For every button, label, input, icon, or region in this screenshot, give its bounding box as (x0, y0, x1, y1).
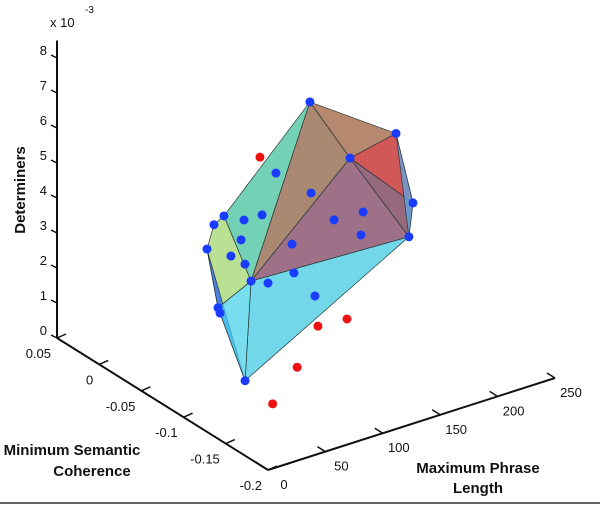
hull-vertex-point (404, 232, 414, 242)
data-points (202, 97, 418, 409)
inside-point (271, 168, 281, 178)
x-axis-title-line2: Length (453, 480, 503, 497)
outside-point (268, 399, 278, 409)
y-tick (56, 333, 67, 339)
z-exponent-label: x 10 (50, 15, 75, 30)
x-tick (489, 390, 498, 398)
hull-face (217, 280, 252, 381)
inside-point (310, 291, 320, 301)
outside-point (255, 152, 265, 162)
x-tick-label: 200 (503, 403, 525, 418)
z-tick-label: 6 (40, 113, 47, 128)
inside-point (287, 239, 297, 249)
hull-vertex-point (305, 97, 315, 107)
z-axis-title: Determiners (12, 146, 29, 234)
z-tick-label: 0 (40, 323, 47, 338)
y-tick (225, 438, 236, 445)
y-tick (141, 386, 151, 392)
x-axis-line (267, 377, 556, 471)
y-tick-label: -0.15 (190, 452, 220, 467)
x-tick (259, 464, 269, 471)
y-tick-label: -0.2 (240, 478, 262, 493)
y-tick (267, 465, 278, 471)
inside-point (306, 188, 316, 198)
hull-vertex-point (408, 198, 418, 208)
inside-point (358, 207, 368, 217)
inside-point (263, 278, 273, 288)
y-tick-label: -0.1 (155, 425, 177, 440)
outside-point (342, 314, 352, 324)
z-tick (50, 124, 58, 129)
inside-point (257, 210, 267, 220)
inside-point (289, 268, 299, 278)
x-tick-label: 100 (388, 440, 410, 455)
y-axis-title-line1: Minimum Semantic (4, 442, 141, 459)
outside-point (292, 362, 302, 372)
inside-point (356, 230, 366, 240)
z-tick (50, 159, 58, 164)
y-axis-line (56, 337, 269, 471)
z-tick-label: 1 (40, 288, 47, 303)
z-tick-label: 5 (40, 148, 47, 163)
inside-point (226, 251, 236, 261)
inside-point (236, 235, 246, 245)
hull-vertex-point (240, 376, 250, 386)
z-exponent: -3 (85, 5, 94, 16)
z-tick (50, 299, 58, 304)
z-tick (50, 264, 58, 269)
x-tick (546, 372, 556, 379)
z-tick (50, 229, 58, 234)
hull-vertex-point (345, 153, 355, 163)
inside-point (240, 259, 250, 269)
hull-vertex-point (219, 211, 229, 221)
x-tick-label: 0 (280, 477, 287, 492)
y-axis-title-line2: Coherence (53, 463, 131, 480)
inside-point (329, 215, 339, 225)
z-tick-label: 2 (40, 253, 47, 268)
outside-point (313, 321, 323, 331)
hull-face (395, 133, 414, 237)
hull-vertex-point (213, 303, 223, 313)
y-tick-label: -0.05 (106, 399, 136, 414)
z-tick-label: 7 (40, 78, 47, 93)
x-tick (431, 409, 441, 416)
y-tick-label: 0.05 (26, 346, 51, 361)
y-tick (183, 412, 193, 418)
y-tick (98, 359, 109, 366)
z-tick-label: 8 (40, 43, 47, 58)
axes: 0 1 2 3 4 5 6 7 8 0.05 0 -0.05 -0.1 -0.15 -0.2 0 50 100 15… (26, 40, 582, 493)
x-axis-title-line1: Maximum Phrase (416, 460, 539, 477)
y-tick-label: 0 (86, 372, 93, 387)
z-tick (50, 54, 58, 59)
z-tick-label: 4 (40, 183, 47, 198)
hull-vertex-point (391, 128, 401, 138)
z-tick (50, 89, 58, 94)
hull-vertex-point (209, 220, 219, 230)
hull-vertex-point (246, 276, 256, 286)
x-tick (374, 427, 384, 434)
x-tick (317, 445, 326, 453)
z-tick (50, 334, 58, 339)
x-tick-label: 250 (560, 385, 582, 400)
inside-point (239, 215, 249, 225)
hull-vertex-point (202, 244, 212, 254)
x-tick-label: 50 (334, 459, 348, 474)
z-tick (50, 194, 58, 199)
x-tick-label: 150 (445, 422, 467, 437)
z-tick-label: 3 (40, 218, 47, 233)
convex-hull (206, 101, 414, 382)
